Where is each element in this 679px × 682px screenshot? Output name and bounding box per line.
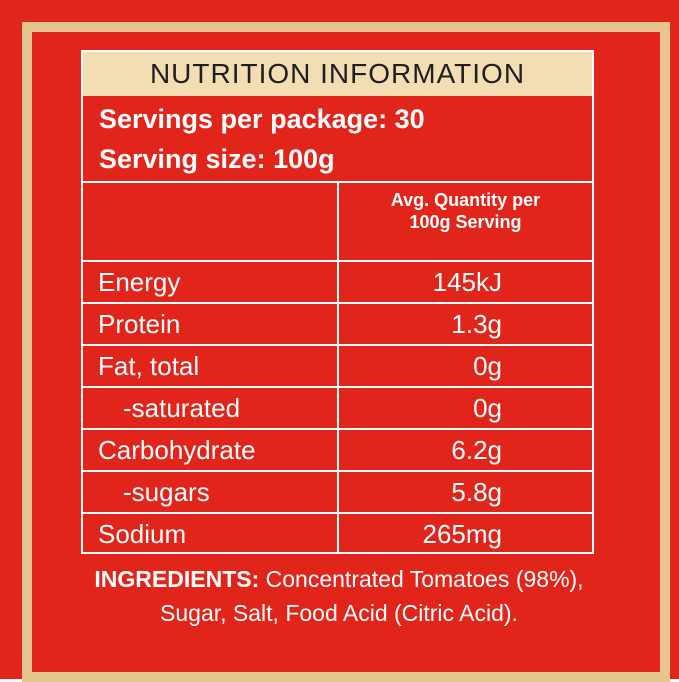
column-divider	[337, 472, 339, 512]
column-divider	[337, 430, 339, 470]
serving-size: Serving size: 100g	[99, 144, 335, 174]
row-label: Fat, total	[98, 350, 200, 381]
row-value: 265mg	[422, 518, 503, 549]
table-header-row: Avg. Quantity per 100g Serving	[83, 181, 592, 260]
row-value: 0g	[473, 392, 502, 423]
column-header-line-1: Avg. Quantity per	[390, 190, 541, 210]
row-value: 0g	[473, 350, 502, 381]
table-row: -saturated 0g	[83, 386, 592, 428]
nutrition-panel: NUTRITION INFORMATION Servings per packa…	[81, 50, 594, 554]
column-divider	[337, 346, 339, 386]
column-divider	[337, 388, 339, 428]
panel-title: NUTRITION INFORMATION	[83, 52, 592, 96]
row-value: 5.8g	[451, 476, 502, 507]
table-row: Sodium 265mg	[83, 512, 592, 554]
ingredients-label: INGREDIENTS:	[94, 566, 260, 592]
column-divider	[337, 183, 339, 260]
table-row: Energy 145kJ	[83, 260, 592, 302]
table-row: -sugars 5.8g	[83, 470, 592, 512]
nutrition-table: Avg. Quantity per 100g Serving Energy 14…	[83, 181, 592, 554]
row-value: 145kJ	[432, 266, 502, 297]
ingredients-text: Concentrated Tomatoes (98%), Sugar, Salt…	[160, 566, 584, 626]
table-row: Fat, total 0g	[83, 344, 592, 386]
table-row: Carbohydrate 6.2g	[83, 428, 592, 470]
table-row: Protein 1.3g	[83, 302, 592, 344]
row-value: 1.3g	[451, 308, 502, 339]
row-label: Carbohydrate	[98, 434, 256, 465]
row-label: -sugars	[123, 476, 210, 507]
gold-frame	[22, 22, 670, 682]
column-divider	[337, 304, 339, 344]
row-label: -saturated	[123, 392, 241, 423]
column-header: Avg. Quantity per 100g Serving	[339, 189, 592, 233]
row-value: 6.2g	[451, 434, 502, 465]
column-divider	[337, 262, 339, 302]
ingredients: INGREDIENTS: Concentrated Tomatoes (98%)…	[60, 562, 618, 630]
row-label: Sodium	[98, 518, 187, 549]
column-header-line-2: 100g Serving	[409, 212, 522, 232]
column-divider	[337, 514, 339, 554]
row-label: Protein	[98, 308, 181, 339]
row-label: Energy	[98, 266, 181, 297]
servings-per-package: Servings per package: 30	[99, 104, 425, 134]
